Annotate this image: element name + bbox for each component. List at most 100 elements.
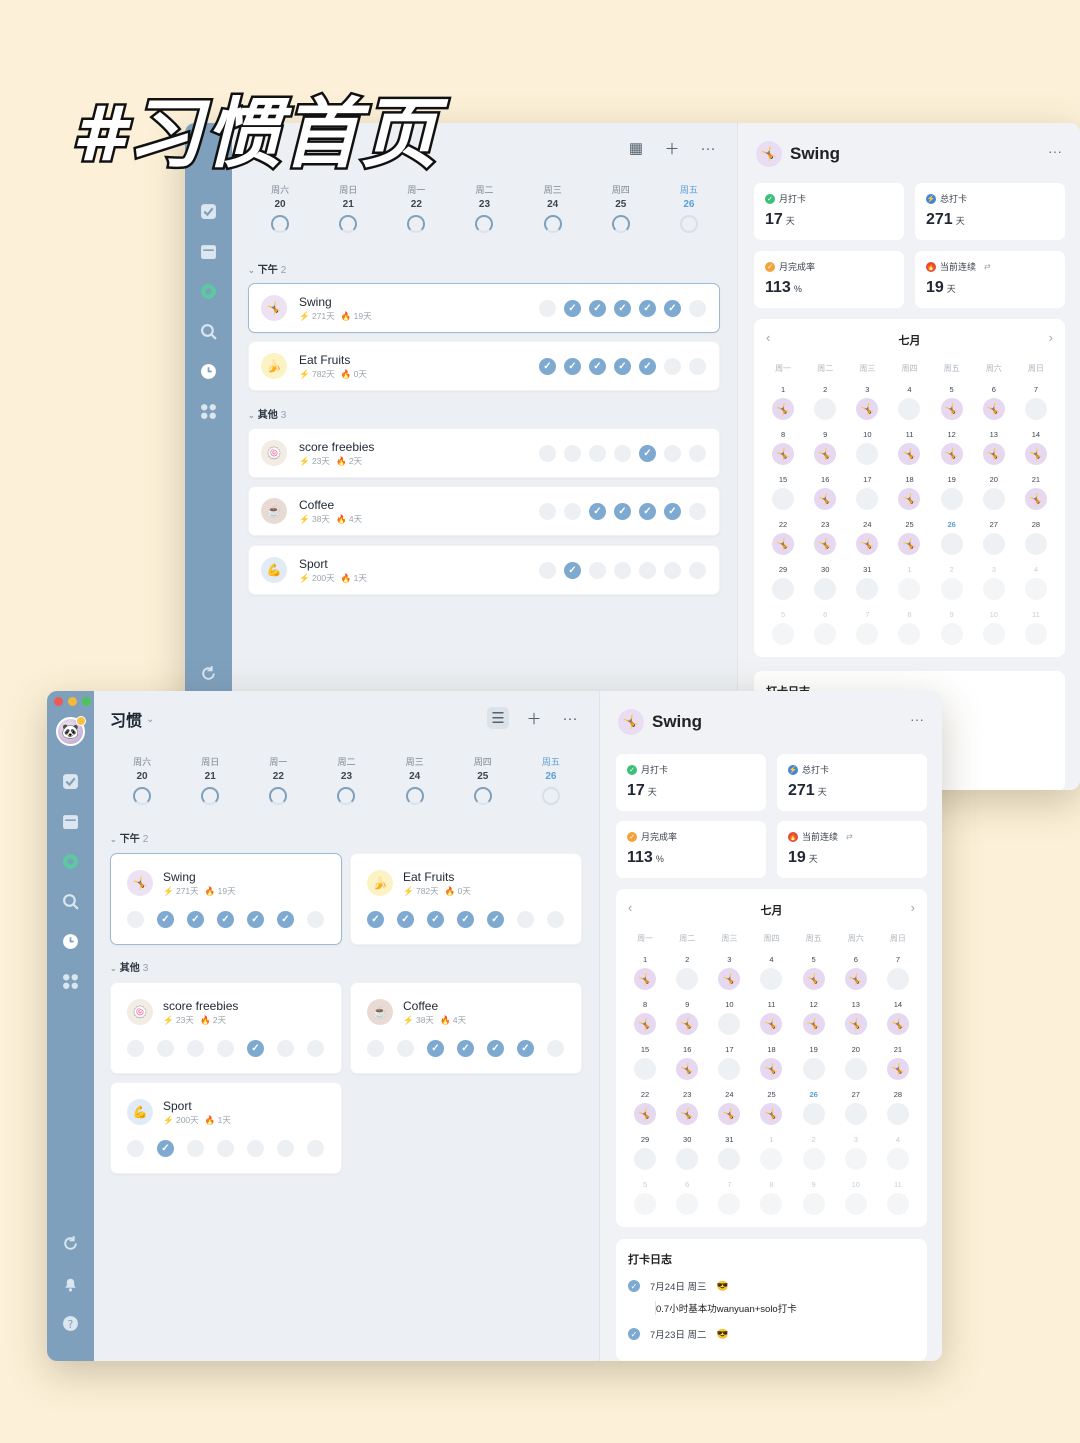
calendar-day[interactable]: 6 🤸 xyxy=(835,955,877,995)
check-dot[interactable] xyxy=(217,1040,234,1057)
calendar-day[interactable]: 3 xyxy=(973,565,1015,605)
calendar-day[interactable]: 7 xyxy=(877,955,919,995)
calendar-day[interactable]: 16 🤸 xyxy=(666,1045,708,1085)
calendar-day[interactable]: 5 xyxy=(762,610,804,650)
check-dot[interactable] xyxy=(589,445,606,462)
check-dot[interactable]: ✓ xyxy=(539,358,556,375)
check-dot[interactable] xyxy=(547,911,564,928)
calendar-day[interactable]: 8 xyxy=(750,1180,792,1220)
avatar[interactable]: 🐼 xyxy=(56,716,86,746)
group-afternoon[interactable]: ⌄ 下午 2 xyxy=(110,834,149,845)
calendar-day[interactable]: 31 xyxy=(846,565,888,605)
check-dot[interactable]: ✓ xyxy=(427,1040,444,1057)
check-dot[interactable] xyxy=(307,911,324,928)
check-dot[interactable] xyxy=(689,562,706,579)
check-icon[interactable] xyxy=(60,771,81,792)
prev-month-icon[interactable]: ‹ xyxy=(766,330,771,345)
habit-card[interactable]: 💪 Sport ⚡ 200天 🔥 1天 ✓ xyxy=(110,1082,342,1174)
calendar-day[interactable]: 22 🤸 xyxy=(624,1090,666,1130)
focus-icon[interactable] xyxy=(60,851,81,872)
calendar-day[interactable]: 23 🤸 xyxy=(804,520,846,560)
calendar-day[interactable]: 1 xyxy=(750,1135,792,1175)
check-dot[interactable] xyxy=(689,445,706,462)
habit-card[interactable]: 🍥 score freebies ⚡ 23天 🔥 2天 ✓ xyxy=(110,982,342,1074)
check-dot[interactable]: ✓ xyxy=(157,1140,174,1157)
prev-month-icon[interactable]: ‹ xyxy=(628,900,633,915)
more-icon[interactable]: ··· xyxy=(910,711,924,727)
calendar-day[interactable]: 22 🤸 xyxy=(762,520,804,560)
calendar-day[interactable]: 6 xyxy=(666,1180,708,1220)
check-dot[interactable] xyxy=(277,1040,294,1057)
calendar-day[interactable]: 10 xyxy=(835,1180,877,1220)
week-day[interactable]: 周二 23 xyxy=(312,755,380,805)
calendar-day[interactable]: 9 xyxy=(793,1180,835,1220)
habit-row[interactable]: 🍥 score freebies ⚡ 23天 🔥 2天 ✓ xyxy=(248,428,720,478)
calendar-day[interactable]: 7 xyxy=(846,610,888,650)
week-day[interactable]: 周五 26 xyxy=(655,183,723,233)
check-dot[interactable]: ✓ xyxy=(457,1040,474,1057)
check-dot[interactable]: ✓ xyxy=(589,358,606,375)
more-icon[interactable]: ··· xyxy=(700,139,716,157)
calendar-day[interactable]: 28 xyxy=(1015,520,1057,560)
search-icon[interactable] xyxy=(198,321,219,342)
calendar-day[interactable]: 24 🤸 xyxy=(846,520,888,560)
week-day[interactable]: 周一 22 xyxy=(244,755,312,805)
calendar-day[interactable]: 17 xyxy=(708,1045,750,1085)
bell-icon[interactable] xyxy=(60,1273,81,1294)
group-other[interactable]: ⌄ 其他 3 xyxy=(110,963,149,974)
clock-icon[interactable] xyxy=(198,361,219,382)
calendar-day[interactable]: 9 🤸 xyxy=(666,1000,708,1040)
more-icon[interactable]: ··· xyxy=(562,709,578,727)
calendar-day[interactable]: 29 xyxy=(624,1135,666,1175)
calendar-day[interactable]: 11 xyxy=(1015,610,1057,650)
check-dot[interactable] xyxy=(277,1140,294,1157)
habit-row[interactable]: 🤸 Swing ⚡ 271天 🔥 19天 ✓ ✓ ✓ ✓ ✓ xyxy=(248,283,720,333)
check-dot[interactable] xyxy=(564,503,581,520)
habit-row[interactable]: 🍌 Eat Fruits ⚡ 782天 🔥 0天 ✓ ✓ ✓ ✓ ✓ xyxy=(248,341,720,391)
next-month-icon[interactable]: › xyxy=(1048,330,1053,345)
check-dot[interactable]: ✓ xyxy=(157,911,174,928)
check-dot[interactable] xyxy=(614,445,631,462)
calendar-day[interactable]: 9 🤸 xyxy=(804,430,846,470)
check-dot[interactable] xyxy=(157,1040,174,1057)
calendar-day[interactable]: 17 xyxy=(846,475,888,515)
check-dot[interactable]: ✓ xyxy=(457,911,474,928)
calendar-day[interactable]: 2 xyxy=(666,955,708,995)
calendar-day[interactable]: 27 xyxy=(835,1090,877,1130)
calendar-icon[interactable] xyxy=(198,241,219,262)
check-dot[interactable] xyxy=(307,1040,324,1057)
calendar-day[interactable]: 25 🤸 xyxy=(888,520,930,560)
zoom-button[interactable] xyxy=(82,697,91,706)
apps-icon[interactable] xyxy=(198,401,219,422)
check-dot[interactable] xyxy=(639,562,656,579)
week-day[interactable]: 周五 26 xyxy=(517,755,585,805)
check-dot[interactable] xyxy=(247,1140,264,1157)
week-day[interactable]: 周三 24 xyxy=(519,183,587,233)
calendar-day[interactable]: 11 🤸 xyxy=(750,1000,792,1040)
habit-card[interactable]: ☕ Coffee ⚡ 38天 🔥 4天 ✓ ✓ ✓ ✓ xyxy=(350,982,582,1074)
calendar-day[interactable]: 8 🤸 xyxy=(762,430,804,470)
app-title[interactable]: 习惯 ⌄ xyxy=(110,713,155,730)
calendar-day[interactable]: 21 🤸 xyxy=(1015,475,1057,515)
calendar-day[interactable]: 8 🤸 xyxy=(624,1000,666,1040)
search-icon[interactable] xyxy=(60,891,81,912)
check-dot[interactable]: ✓ xyxy=(614,358,631,375)
habit-row[interactable]: 💪 Sport ⚡ 200天 🔥 1天 ✓ xyxy=(248,545,720,595)
check-dot[interactable] xyxy=(539,503,556,520)
week-day[interactable]: 周日 21 xyxy=(314,183,382,233)
check-dot[interactable]: ✓ xyxy=(614,503,631,520)
calendar-day[interactable]: 3 🤸 xyxy=(708,955,750,995)
check-dot[interactable] xyxy=(689,300,706,317)
calendar-day[interactable]: 2 xyxy=(931,565,973,605)
calendar-day[interactable]: 1 🤸 xyxy=(624,955,666,995)
check-dot[interactable] xyxy=(517,911,534,928)
check-dot[interactable] xyxy=(367,1040,384,1057)
check-dot[interactable] xyxy=(187,1040,204,1057)
log-entry[interactable]: ✓ 7月24日 周三 😎 xyxy=(628,1279,915,1293)
calendar-day[interactable]: 19 xyxy=(931,475,973,515)
calendar-day[interactable]: 2 xyxy=(804,385,846,425)
calendar-day[interactable]: 4 xyxy=(877,1135,919,1175)
calendar-day[interactable]: 26 xyxy=(931,520,973,560)
check-dot[interactable] xyxy=(217,1140,234,1157)
check-dot[interactable] xyxy=(664,358,681,375)
